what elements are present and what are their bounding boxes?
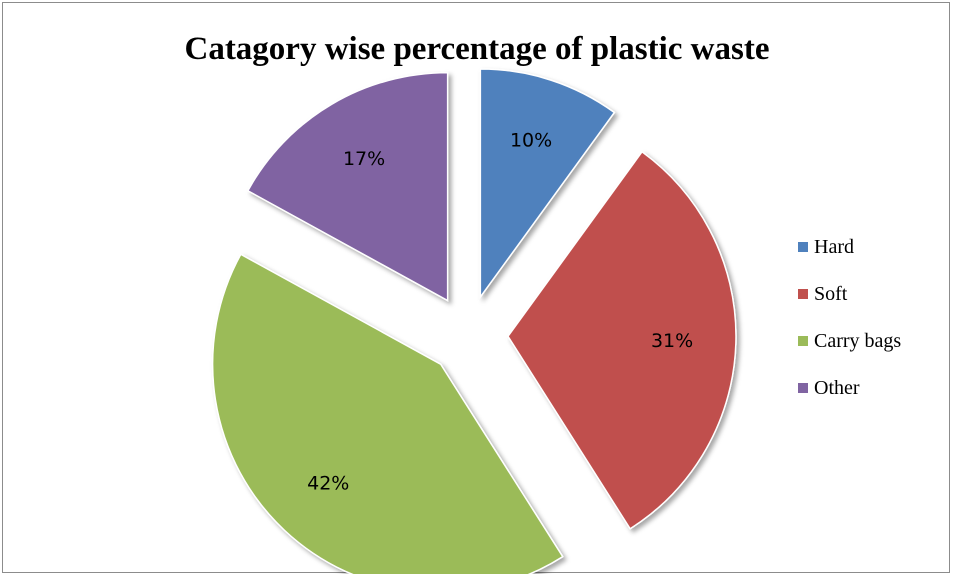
pie-chart: 10% 31% 42% 17%: [211, 68, 737, 574]
data-label-carry-bags: 42%: [307, 472, 349, 494]
legend-item-hard: Hard: [798, 233, 901, 261]
data-label-soft: 31%: [651, 330, 693, 352]
legend-swatch-other: [798, 383, 808, 393]
legend-label-hard: Hard: [814, 235, 854, 258]
pie-slice-carry-bags: [211, 253, 564, 574]
legend-swatch-carry-bags: [798, 336, 808, 346]
legend-label-soft: Soft: [814, 282, 848, 305]
legend-item-other: Other: [798, 374, 901, 402]
pie-slice-hard: [479, 68, 616, 300]
data-label-other: 17%: [343, 148, 385, 170]
pie-slice-other: [246, 71, 449, 302]
legend-item-carry-bags: Carry bags: [798, 327, 901, 355]
legend-label-other: Other: [814, 376, 860, 399]
data-label-hard: 10%: [510, 129, 552, 151]
legend-label-carry-bags: Carry bags: [814, 329, 902, 352]
legend: Hard Soft Carry bags Other: [798, 233, 901, 421]
pie-slice-soft: [507, 150, 737, 530]
legend-swatch-soft: [798, 289, 808, 299]
legend-swatch-hard: [798, 242, 808, 252]
legend-item-soft: Soft: [798, 280, 901, 308]
chart-title: Catagory wise percentage of plastic wast…: [184, 31, 770, 67]
